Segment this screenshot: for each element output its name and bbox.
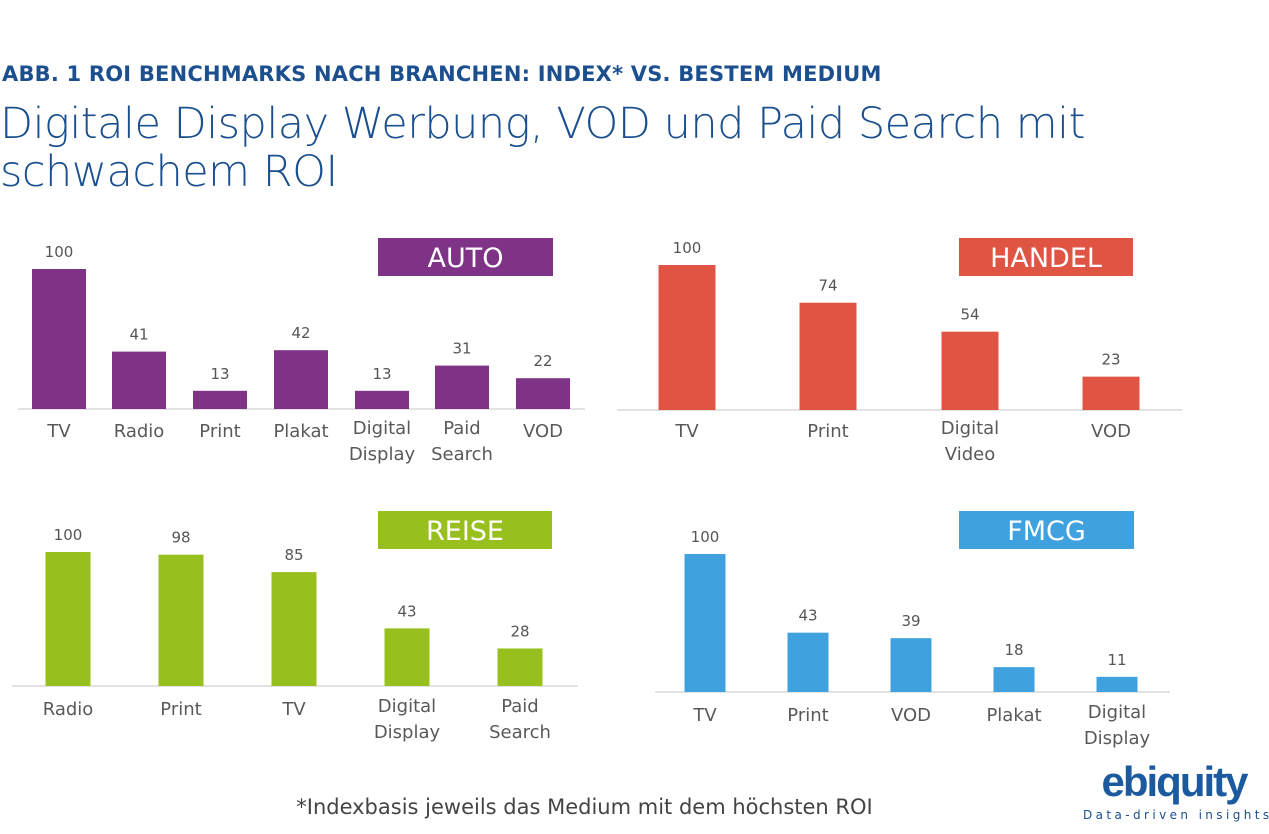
footnote: *Indexbasis jeweils das Medium mit dem h… — [296, 795, 873, 819]
logo-tagline: Data-driven insights — [1083, 808, 1269, 822]
chart-auto: AUTO 100 TV 41 Radio 13 Print 42 Plakat 13 Digital… — [18, 238, 585, 465]
data-label: 54 — [960, 306, 979, 324]
bar — [271, 572, 317, 686]
data-label: 18 — [1004, 641, 1023, 659]
chart-title: REISE — [426, 516, 504, 547]
bar — [787, 632, 829, 692]
bar — [941, 331, 999, 410]
category-label: Plakat — [273, 421, 328, 442]
data-label: 31 — [452, 340, 471, 358]
data-label: 42 — [291, 324, 310, 342]
data-label: 11 — [1107, 651, 1126, 669]
category-label: Digital Display — [374, 696, 441, 743]
bar — [890, 638, 932, 692]
data-label: 100 — [691, 528, 720, 546]
chart-title-box — [378, 238, 553, 276]
chart-title-box — [959, 238, 1133, 276]
chart-title-box — [959, 511, 1134, 549]
figure-kicker: ABB. 1 ROI BENCHMARKS NACH BRANCHEN: IND… — [2, 62, 882, 86]
bar — [32, 269, 86, 409]
chart-fmcg: FMCG 100 TV 43 Print 39 VOD 18 Plakat 11 Digital Di… — [655, 511, 1170, 749]
category-label: Digital Display — [349, 418, 416, 465]
category-label: TV — [674, 421, 699, 442]
data-label: 100 — [673, 239, 702, 257]
data-label: 85 — [284, 546, 303, 564]
bar — [45, 552, 91, 686]
bar — [193, 390, 247, 409]
data-label: 100 — [54, 526, 83, 544]
chart-title-box — [378, 511, 552, 549]
bar — [435, 365, 489, 409]
chart-title: HANDEL — [990, 243, 1102, 274]
bar — [516, 378, 570, 409]
data-label: 39 — [901, 612, 920, 630]
data-label: 13 — [372, 365, 391, 383]
ebiquity-logo: ebiquity Data-driven insights — [1083, 758, 1269, 823]
data-label: 13 — [210, 365, 229, 383]
bar — [274, 350, 328, 409]
data-label: 100 — [45, 243, 74, 261]
bar — [993, 667, 1035, 692]
category-label: Print — [807, 421, 848, 442]
category-label: Digital Video — [941, 418, 999, 465]
data-label: 98 — [171, 529, 190, 547]
category-label: Digital Display — [1084, 702, 1151, 749]
category-label: Print — [199, 421, 240, 442]
category-label: TV — [281, 699, 306, 720]
category-label: TV — [46, 421, 71, 442]
bar — [658, 265, 716, 410]
category-label: Print — [787, 705, 828, 726]
data-label: 43 — [798, 607, 817, 625]
category-label: VOD — [891, 705, 931, 726]
data-label: 23 — [1101, 351, 1120, 369]
category-label: Print — [160, 699, 201, 720]
bar — [158, 554, 204, 686]
data-label: 74 — [818, 277, 837, 295]
chart-handel: HANDEL 100 TV 74 Print 54 Digital Video 23 VOD — [617, 238, 1182, 465]
data-label: 43 — [397, 602, 416, 620]
bar — [355, 390, 409, 409]
bar — [1096, 676, 1138, 692]
bar — [112, 351, 166, 409]
chart-title: FMCG — [1007, 516, 1086, 547]
logo-wordmark: ebiquity — [1101, 758, 1248, 805]
category-label: Paid Search — [431, 418, 493, 465]
category-label: Plakat — [986, 705, 1041, 726]
bar — [1082, 376, 1140, 410]
chart-reise: REISE 100 Radio 98 Print 85 TV 43 Digital Display… — [12, 511, 578, 743]
category-label: Radio — [43, 699, 94, 720]
chart-title: AUTO — [428, 243, 504, 274]
category-label: VOD — [1091, 421, 1131, 442]
data-label: 28 — [510, 622, 529, 640]
data-label: 41 — [129, 326, 148, 344]
bar — [497, 648, 543, 686]
category-label: TV — [692, 705, 717, 726]
data-label: 22 — [533, 352, 552, 370]
category-label: Paid Search — [489, 696, 551, 743]
page-title: Digitale Display Werbung, VOD und Paid S… — [0, 99, 1085, 197]
bar — [799, 302, 857, 410]
bar — [684, 554, 726, 692]
bar — [384, 628, 430, 686]
category-label: Radio — [114, 421, 165, 442]
category-label: VOD — [523, 421, 563, 442]
